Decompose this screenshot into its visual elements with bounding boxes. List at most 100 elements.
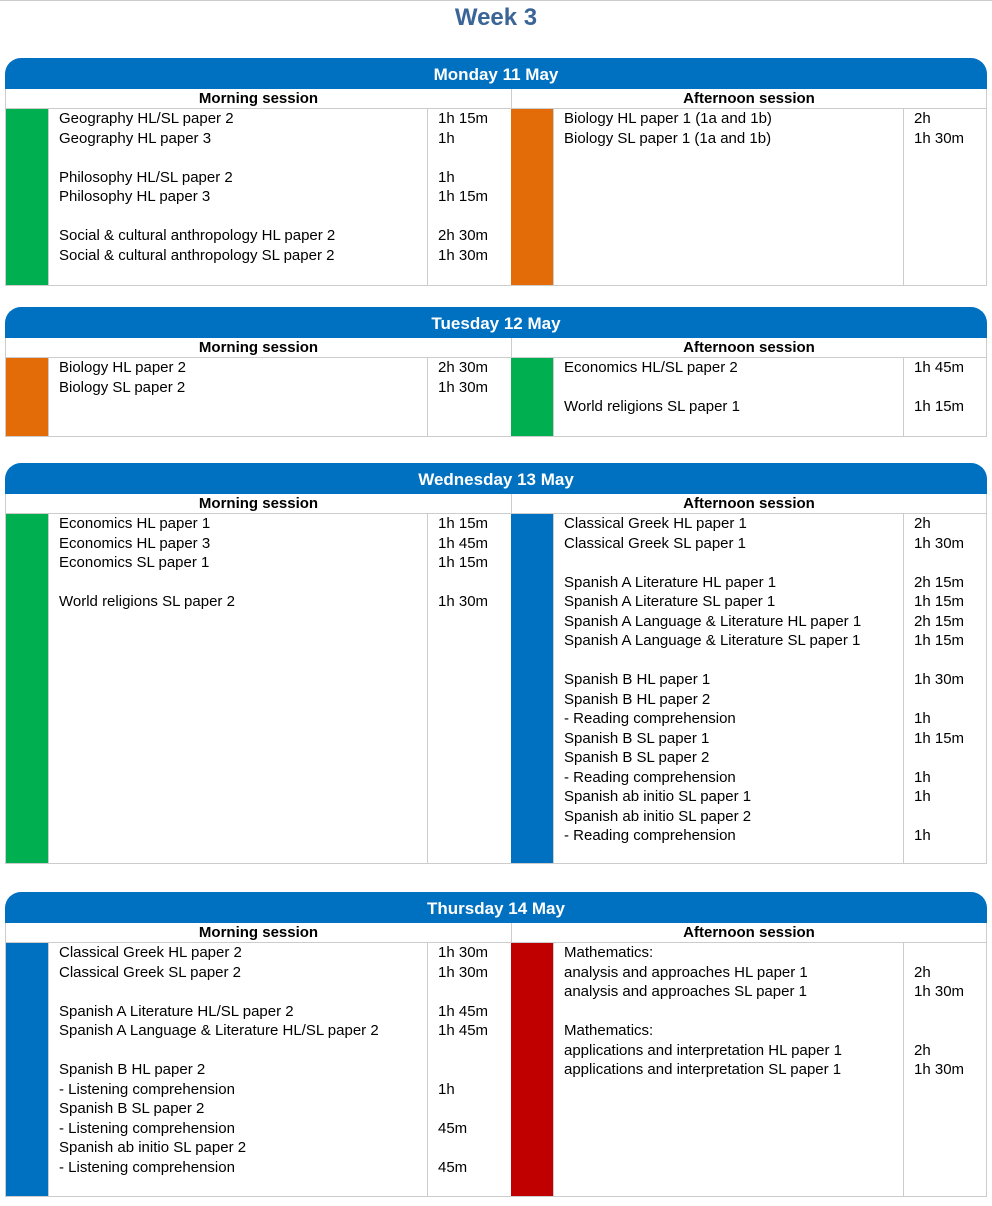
exam-duration: 2h 30m [438,359,489,376]
afternoon-durations-column: 2h 1h 30m [903,109,986,285]
exam-subject [564,651,903,671]
afternoon-subjects-column: Mathematics: analysis and approaches HL p… [553,943,903,1196]
day-table: Wednesday 13 May Morning session Afternoo… [5,463,987,864]
exam-duration: 1h [438,168,455,186]
exam-duration: 1h [438,1080,455,1098]
page-title: Week 3 [454,4,538,31]
exam-duration: 1h 30m [914,983,965,1000]
afternoon-subjects-column: Classical Greek HL paper 1 Classical Gree… [553,514,903,863]
exam-subject: Spanish B HL paper 1 [564,671,711,688]
exam-duration: 1h 15m [914,729,965,747]
exam-duration: 2h [914,1041,931,1059]
afternoon-durations-column: 2h 1h 30m 2h 1h 30m [903,943,986,1196]
exam-duration: 1h 15m [438,515,489,532]
exam-duration: 1h [914,788,931,805]
afternoon-subjects-column: Economics HL/SL paper 2 World religions S… [553,358,903,436]
exam-subject [59,1041,427,1061]
exam-subject: - Reading comprehension [564,827,736,844]
afternoon-durations-column: 2h 1h 30m 2h 15m 1h 15m 2h 15m 1h 15m 1h 30m 1h… [903,514,986,863]
exam-duration [914,1002,986,1022]
exam-subject: - Listening comprehension [59,1080,235,1098]
morning-subjects-column: Classical Greek HL paper 2 Classical Gree… [48,943,427,1196]
day-header: Thursday 14 May [5,892,987,923]
day-table: Thursday 14 May Morning session Afternoon… [5,892,987,1197]
exam-subject: Spanish A Language & Literature HL/SL pa… [59,1022,379,1039]
exam-subject: Spanish A Language & Literature HL paper… [564,612,862,630]
exam-duration [438,148,511,168]
session-body: Economics HL paper 1 Economics HL paper 3… [5,514,987,864]
exam-subject: Spanish B SL paper 2 [59,1100,205,1117]
afternoon-subjects-column: Biology HL paper 1 (1a and 1b) Biology SL… [553,109,903,285]
exam-subject: - Reading comprehension [564,768,736,786]
exam-subject: Economics HL paper 3 [59,534,211,552]
afternoon-session-label: Afternoon session [683,495,815,512]
exam-duration: 1h 30m [438,378,489,396]
exam-subject: Classical Greek HL paper 1 [564,515,747,532]
session-header-row: Morning session Afternoon session [5,89,987,109]
exam-subject: Spanish B SL paper 2 [564,749,710,766]
exam-duration: 1h 30m [914,671,965,688]
exam-duration: 1h 15m [914,593,965,610]
exam-subject: Spanish A Literature SL paper 1 [564,593,776,610]
exam-duration: 1h 30m [914,534,965,552]
morning-subject-color-bar [6,109,48,285]
exam-subject [564,378,903,398]
session-body: Classical Greek HL paper 2 Classical Gree… [5,943,987,1197]
day-table: Monday 11 May Morning session Afternoon s… [5,58,987,286]
day-header: Tuesday 12 May [5,307,987,338]
exam-duration [914,690,986,710]
day-header: Monday 11 May [5,58,987,89]
afternoon-session-label: Afternoon session [683,90,815,107]
morning-durations-column: 1h 15m 1h 45m 1h 15m 1h 30m [427,514,511,863]
top-divider [0,0,992,1]
exam-subject: Biology HL paper 2 [59,359,187,376]
exam-duration [914,378,986,398]
exam-duration: 1h [438,129,455,147]
morning-session-label: Morning session [6,89,512,108]
exam-subject: World religions SL paper 2 [59,593,235,610]
morning-durations-column: 1h 30m 1h 30m 1h 45m 1h 45m 1h 45m 45m [427,943,511,1196]
morning-subjects-column: Biology HL paper 2 Biology SL paper 2 [48,358,427,436]
exam-duration [914,553,986,573]
exam-subject: Philosophy HL paper 3 [59,188,211,205]
exam-subject: Geography HL paper 3 [59,129,212,147]
exam-subject: - Listening comprehension [59,1158,235,1176]
exam-subject: Biology HL paper 1 (1a and 1b) [564,110,772,127]
exam-duration: 1h [914,827,931,844]
exam-subject: Economics SL paper 1 [59,554,210,571]
morning-subjects-column: Geography HL/SL paper 2 Geography HL pape… [48,109,427,285]
exam-subject: Classical Greek SL paper 1 [564,534,747,552]
exam-subject: Economics HL paper 1 [59,515,211,532]
afternoon-session-label: Afternoon session [683,339,815,356]
afternoon-session-label: Afternoon session [683,924,815,941]
afternoon-subject-color-bar [511,358,553,436]
exam-subject: Biology SL paper 1 (1a and 1b) [564,129,772,147]
exam-duration: 1h 45m [914,359,965,376]
exam-duration: 1h [914,768,931,786]
exam-subject: Mathematics: [564,944,654,961]
exam-subject: Spanish A Literature HL/SL paper 2 [59,1002,294,1020]
exam-duration [438,573,511,593]
session-header-row: Morning session Afternoon session [5,338,987,358]
exam-subject: Geography HL/SL paper 2 [59,110,234,127]
exam-subject: Classical Greek SL paper 2 [59,963,242,981]
exam-subject: Spanish B SL paper 1 [564,729,710,747]
exam-duration: 1h 15m [914,398,965,415]
exam-duration [438,1138,511,1158]
exam-duration: 2h 15m [914,573,965,591]
morning-durations-column: 2h 30m 1h 30m [427,358,511,436]
exam-subject: - Listening comprehension [59,1119,235,1137]
exam-duration: 2h 30m [438,227,489,244]
exam-subject [59,573,427,593]
exam-subject: Spanish ab initio SL paper 2 [564,807,752,825]
day-header: Wednesday 13 May [5,463,987,494]
exam-duration [438,207,511,227]
session-header-row: Morning session Afternoon session [5,923,987,943]
exam-subject: Spanish ab initio SL paper 2 [59,1139,247,1156]
exam-duration: 2h 15m [914,612,965,630]
morning-subject-color-bar [6,943,48,1196]
morning-subjects-column: Economics HL paper 1 Economics HL paper 3… [48,514,427,863]
exam-duration: 1h 15m [438,554,489,571]
exam-duration: 1h 30m [438,963,489,981]
exam-duration: 45m [438,1158,468,1176]
